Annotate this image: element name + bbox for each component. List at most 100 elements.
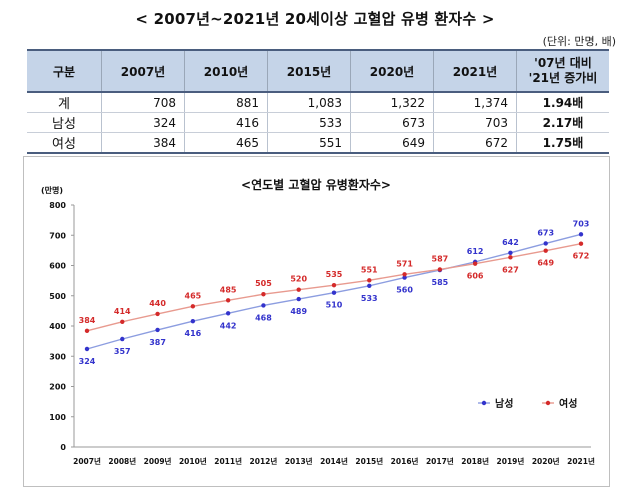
value-cell: 881 — [184, 92, 268, 113]
data-point — [225, 298, 231, 303]
x-tick-label: 2013년 — [285, 456, 313, 466]
table-header-cell-ratio: '07년 대비 '21년 증가비 — [516, 49, 609, 93]
data-label: 416 — [185, 329, 202, 338]
unit-note: (단위: 만명, 배) — [542, 35, 616, 48]
data-label: 414 — [114, 307, 131, 316]
data-label: 357 — [114, 347, 131, 356]
data-label: 612 — [467, 247, 484, 256]
data-point — [296, 287, 301, 292]
value-cell: 673 — [350, 112, 434, 133]
data-label: 510 — [326, 301, 343, 310]
data-point — [543, 241, 548, 246]
x-tick-label: 2018년 — [461, 456, 489, 466]
x-tick-label: 2021년 — [567, 456, 595, 466]
data-point — [84, 346, 90, 352]
legend-label: 남성 — [495, 397, 513, 410]
value-cell: 649 — [350, 132, 434, 154]
line-chart: <연도별 고혈압 유병환자수> (만명) 0 100 200 300 400 500 600 70… — [41, 177, 595, 466]
chart-frame: <연도별 고혈압 유병환자수> (만명) 0 100 200 300 400 500 600 70… — [23, 156, 610, 487]
data-label: 587 — [432, 254, 449, 263]
table-header-cell: 구분 — [27, 49, 102, 93]
value-cell: 703 — [433, 112, 517, 133]
value-cell: 324 — [101, 112, 185, 133]
value-cell: 533 — [267, 112, 351, 133]
data-point — [578, 241, 584, 246]
data-point — [331, 282, 337, 288]
data-label: 560 — [396, 286, 413, 295]
table-header-cell: 2015년 — [267, 49, 351, 93]
y-tick-label: 300 — [49, 352, 66, 361]
y-tick-label: 200 — [49, 383, 66, 392]
data-point — [543, 248, 548, 253]
value-cell: 384 — [101, 132, 185, 154]
data-label: 505 — [255, 279, 272, 288]
data-point — [367, 283, 372, 288]
row-label-cell: 여성 — [27, 132, 102, 154]
data-label: 442 — [220, 321, 237, 330]
legend-label: 여성 — [559, 397, 577, 410]
data-point — [331, 290, 337, 295]
x-tick-label: 2010년 — [179, 456, 207, 466]
data-label: 571 — [396, 259, 413, 268]
data-point — [508, 255, 513, 260]
table-header-row: 구분 2007년 2010년 2015년 2020년 2021년 '07년 대비… — [27, 49, 609, 93]
value-cell: 416 — [184, 112, 268, 133]
data-label: 673 — [537, 228, 554, 237]
data-point — [367, 278, 372, 283]
summary-table: 구분 2007년 2010년 2015년 2020년 2021년 '07년 대비… — [27, 49, 609, 154]
chart-title: <연도별 고혈압 유병환자수> — [241, 177, 391, 192]
data-point — [190, 304, 196, 309]
data-label: 468 — [255, 313, 272, 322]
row-label-cell: 남성 — [27, 112, 102, 133]
data-point — [472, 261, 478, 266]
data-label: 324 — [79, 357, 96, 366]
data-label: 703 — [573, 219, 590, 228]
data-label: 440 — [149, 299, 166, 308]
data-point — [261, 303, 266, 308]
ratio-cell: 1.75배 — [516, 132, 609, 154]
data-point — [508, 250, 513, 255]
data-point — [120, 319, 125, 324]
x-tick-label: 2011년 — [214, 456, 242, 466]
data-label: 520 — [290, 275, 307, 284]
x-tick-label: 2012년 — [250, 456, 278, 466]
value-cell: 465 — [184, 132, 268, 154]
data-label: 485 — [220, 285, 237, 294]
data-label: 551 — [361, 265, 378, 274]
data-label: 535 — [326, 270, 343, 279]
data-point — [261, 292, 266, 297]
data-label: 642 — [502, 238, 519, 247]
data-point — [225, 311, 231, 316]
data-label: 672 — [573, 252, 590, 261]
x-tick-label: 2017년 — [426, 456, 454, 466]
data-point — [578, 232, 584, 237]
ratio-cell: 1.94배 — [516, 92, 609, 113]
x-tick-label: 2008년 — [108, 456, 136, 466]
x-tick-label: 2016년 — [391, 456, 419, 466]
x-tick-label: 2009년 — [144, 456, 172, 466]
x-tick-label: 2020년 — [532, 456, 560, 466]
table-header-cell: 2010년 — [184, 49, 268, 93]
table-header-cell: 2007년 — [101, 49, 185, 93]
data-point — [155, 327, 160, 333]
value-cell: 708 — [101, 92, 185, 113]
data-point — [190, 318, 196, 324]
y-tick-label: 0 — [60, 443, 66, 452]
data-label: 533 — [361, 294, 378, 303]
data-point — [120, 336, 125, 342]
y-tick-label: 700 — [49, 231, 66, 240]
y-tick-label: 100 — [49, 413, 66, 422]
data-point — [296, 296, 301, 302]
x-tick-label: 2019년 — [497, 456, 525, 466]
data-label: 585 — [432, 278, 449, 287]
table-header-cell: 2021년 — [433, 49, 517, 93]
value-cell: 1,374 — [433, 92, 517, 113]
table-row: 남성 324 416 533 673 703 2.17배 — [27, 112, 609, 133]
table-row: 여성 384 465 551 649 672 1.75배 — [27, 132, 609, 154]
data-point — [155, 311, 160, 317]
y-tick-label: 500 — [49, 292, 66, 301]
data-label: 627 — [502, 265, 519, 274]
legend-marker — [545, 400, 551, 406]
x-tick-label: 2014년 — [320, 456, 348, 466]
ratio-cell: 2.17배 — [516, 112, 609, 133]
